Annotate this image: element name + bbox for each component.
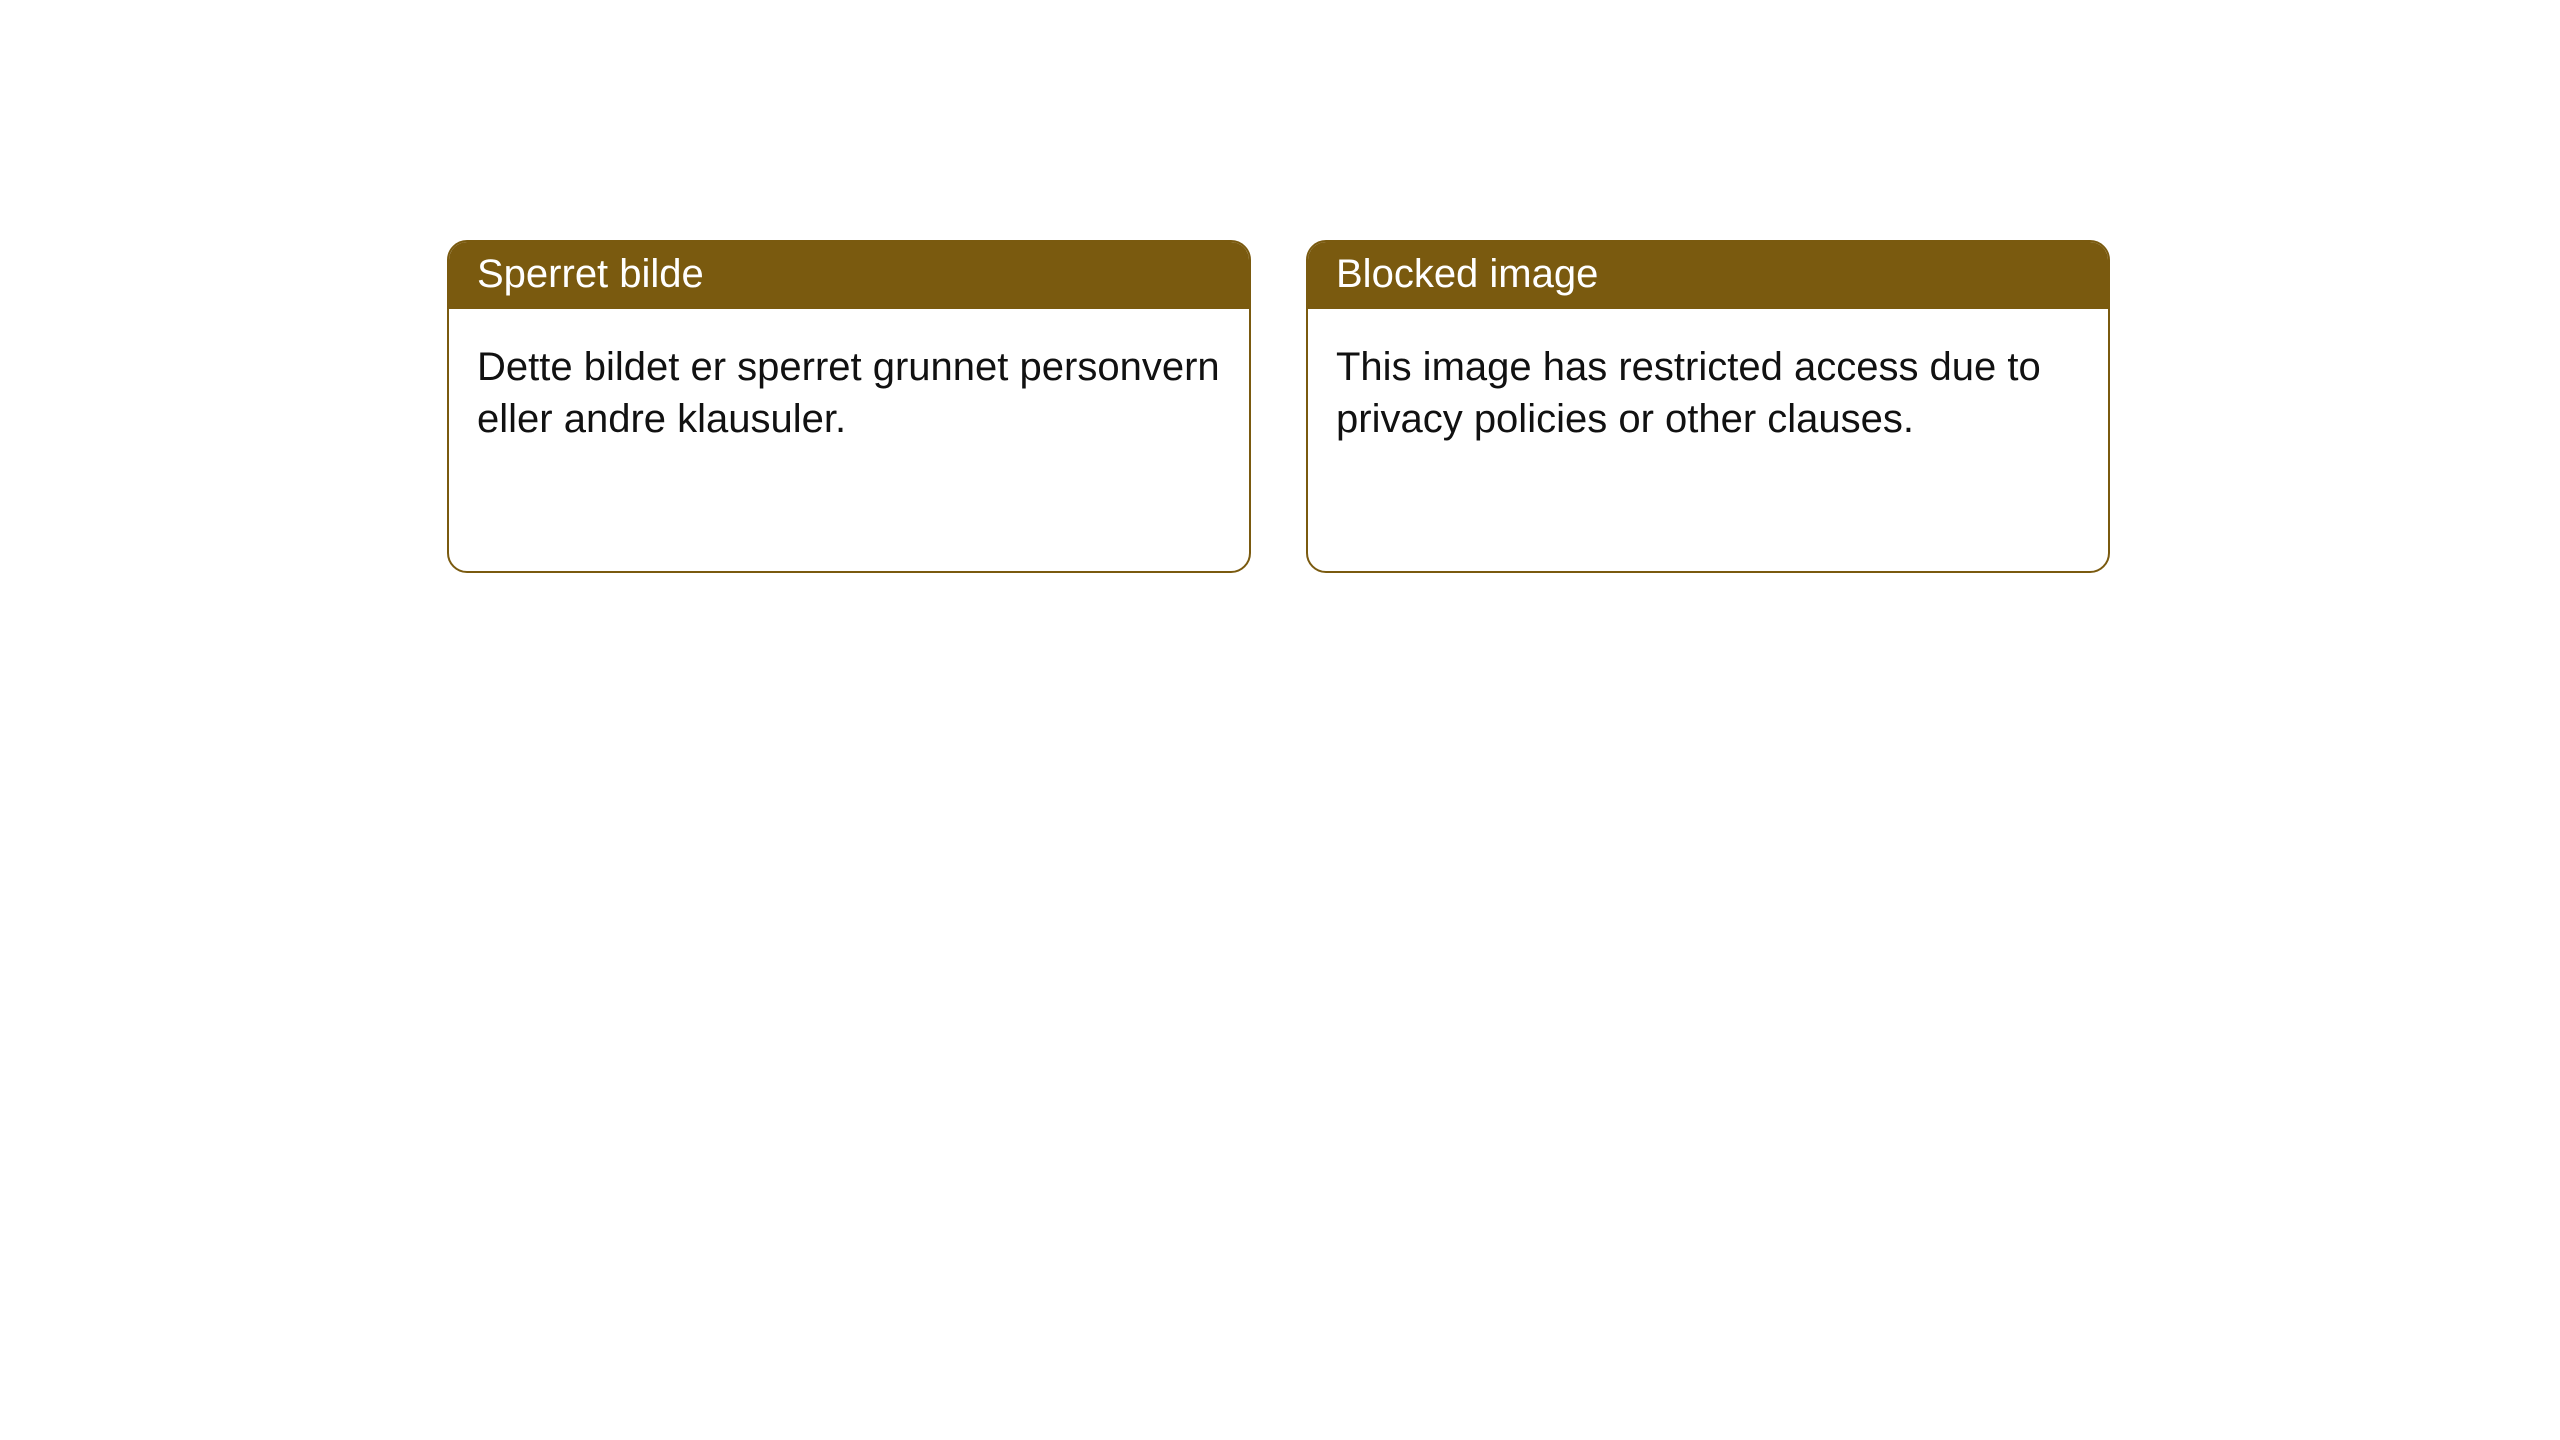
notice-card-norwegian: Sperret bilde Dette bildet er sperret gr…: [447, 240, 1251, 573]
notice-card-english: Blocked image This image has restricted …: [1306, 240, 2110, 573]
notice-body-text: This image has restricted access due to …: [1336, 345, 2041, 441]
notice-header: Blocked image: [1308, 242, 2108, 309]
notice-header: Sperret bilde: [449, 242, 1249, 309]
notice-body: This image has restricted access due to …: [1308, 309, 2108, 477]
notice-container: Sperret bilde Dette bildet er sperret gr…: [0, 0, 2560, 573]
notice-body-text: Dette bildet er sperret grunnet personve…: [477, 345, 1220, 441]
notice-title: Blocked image: [1336, 252, 1598, 296]
notice-title: Sperret bilde: [477, 252, 704, 296]
notice-body: Dette bildet er sperret grunnet personve…: [449, 309, 1249, 477]
